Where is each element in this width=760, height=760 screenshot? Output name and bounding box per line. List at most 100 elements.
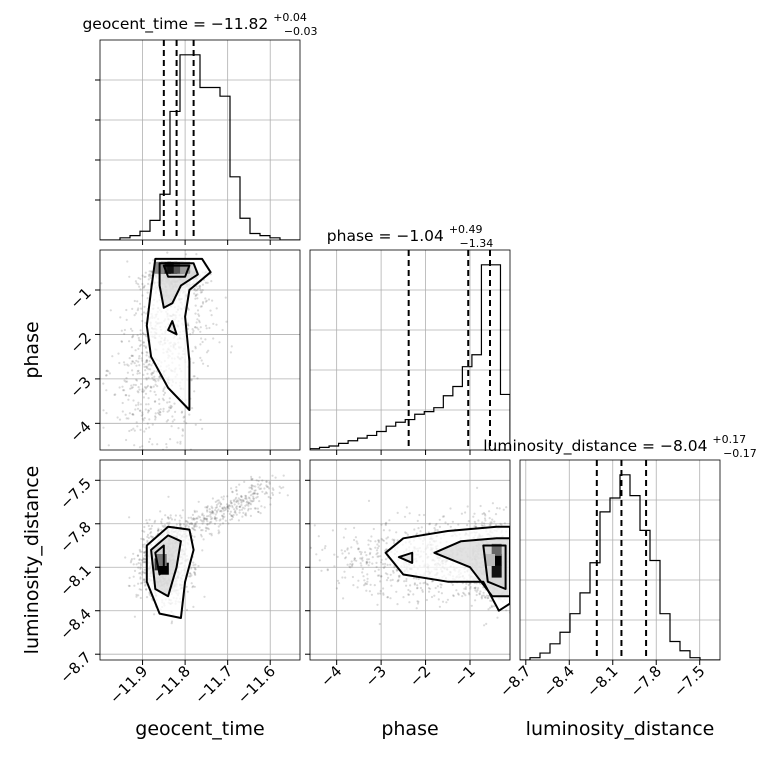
sample-point [198, 287, 201, 290]
sample-point [191, 350, 194, 353]
sample-point [210, 534, 213, 537]
sample-point [511, 536, 513, 538]
sample-point [147, 463, 149, 465]
sample-point [146, 297, 149, 300]
sample-point [267, 495, 270, 499]
title-geocent-time: geocent_time = −11.82 +0.04 −0.03 [82, 7, 317, 38]
sample-point [225, 320, 228, 323]
sample-point [192, 517, 195, 520]
sample-point [227, 522, 230, 525]
sample-point [407, 588, 410, 592]
sample-point [199, 305, 202, 308]
sample-point [464, 594, 467, 597]
sample-point [233, 500, 236, 503]
p-gt-ph-body [100, 214, 233, 465]
sample-point [144, 546, 147, 549]
sample-point [169, 516, 172, 519]
sample-point [424, 581, 427, 584]
sample-point [148, 518, 151, 521]
sample-point [197, 500, 200, 503]
sample-point [147, 397, 150, 400]
sample-point [384, 523, 387, 527]
sample-point [245, 501, 248, 504]
sample-point [146, 535, 149, 539]
sample-point [221, 514, 224, 517]
sample-point [167, 214, 169, 216]
xlabel-phase: phase [381, 718, 438, 740]
sample-point [139, 277, 142, 281]
sample-point [315, 553, 318, 556]
sample-point [252, 485, 255, 488]
sample-point [252, 497, 255, 500]
sample-point [205, 515, 209, 518]
sample-point [223, 506, 226, 509]
sample-point [473, 587, 476, 590]
sample-point [205, 506, 208, 509]
sample-point [211, 497, 214, 500]
sample-point [206, 505, 209, 508]
sample-point [238, 511, 241, 514]
sample-point [231, 491, 234, 494]
sample-point [493, 520, 496, 523]
sample-point [377, 592, 380, 595]
sample-point [218, 531, 221, 534]
sample-point [231, 506, 234, 509]
sample-point [141, 411, 144, 414]
sample-point [360, 564, 363, 567]
sample-point [430, 595, 434, 599]
sample-point [142, 373, 145, 376]
sample-point [337, 582, 341, 585]
sample-point [340, 549, 343, 552]
sample-point [204, 297, 207, 300]
sample-point [206, 364, 209, 368]
sample-point [199, 285, 202, 288]
sample-point [180, 516, 183, 519]
sample-point [214, 517, 217, 520]
sample-point [196, 517, 199, 520]
sample-point [388, 529, 391, 532]
sample-point [145, 377, 148, 380]
sample-point [205, 299, 208, 302]
hist-luminosity_distance-xtick-label: −7.8 [627, 662, 665, 700]
sample-point [246, 500, 249, 503]
sample-point [211, 509, 214, 512]
sample-point [140, 588, 143, 591]
sample-point [228, 504, 231, 507]
density-cell [167, 261, 178, 274]
sample-point [159, 376, 162, 379]
hist-luminosity_distance-xtick-label: −8.1 [583, 662, 621, 700]
sample-point [237, 519, 240, 522]
sample-point [160, 522, 163, 525]
sample-point [518, 579, 520, 581]
sample-point [244, 512, 247, 515]
sample-point [140, 550, 143, 553]
sample-point [425, 598, 428, 602]
sample-point [144, 346, 148, 349]
sample-point [105, 369, 108, 373]
sample-point [193, 375, 196, 378]
sample-point [191, 513, 194, 517]
sample-point [201, 549, 204, 552]
sample-point [148, 528, 151, 531]
sample-point [441, 515, 445, 518]
sample-point [389, 563, 392, 566]
sample-point [205, 517, 208, 521]
sample-point [145, 335, 148, 338]
sample-point [254, 489, 257, 492]
contour-line [433, 537, 510, 598]
sample-point [413, 528, 416, 531]
sample-point [490, 521, 493, 524]
sample-point [181, 434, 184, 437]
sample-point [141, 319, 144, 323]
sample-point [475, 525, 478, 529]
sample-point [431, 580, 434, 583]
sample-point [166, 410, 169, 413]
sample-point [196, 318, 199, 321]
sample-point [142, 557, 145, 560]
sample-point [259, 487, 263, 490]
sample-point [150, 270, 153, 273]
sample-point [153, 461, 155, 463]
sample-point [213, 517, 216, 521]
sample-point [390, 584, 393, 587]
sample-point [224, 296, 227, 299]
